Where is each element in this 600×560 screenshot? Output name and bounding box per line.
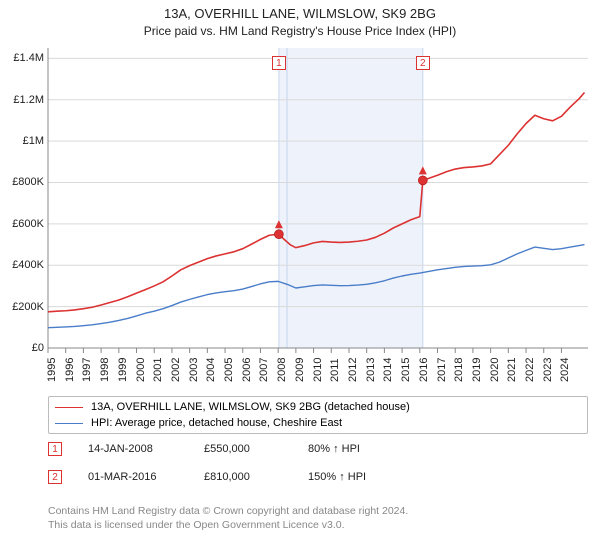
sale-hpi-delta: 150% ↑ HPI <box>308 471 366 483</box>
sale-hpi-delta: 80% ↑ HPI <box>308 443 360 455</box>
legend-row: HPI: Average price, detached house, Ches… <box>55 415 581 431</box>
x-tick-label: 2018 <box>449 358 465 382</box>
x-tick-label: 2014 <box>378 358 394 382</box>
x-tick-label: 2009 <box>290 358 306 382</box>
x-tick-label: 1998 <box>95 358 111 382</box>
x-tick-label: 2001 <box>148 358 164 382</box>
x-tick-label: 1996 <box>60 358 76 382</box>
sale-row: 1 14-JAN-2008£550,00080% ↑ HPI <box>48 442 360 456</box>
x-tick-label: 2017 <box>432 358 448 382</box>
x-tick-label: 1999 <box>113 358 129 382</box>
x-tick-label: 2003 <box>184 358 200 382</box>
x-tick-label: 2019 <box>467 358 483 382</box>
x-tick-label: 2016 <box>414 358 430 382</box>
chart-title: 13A, OVERHILL LANE, WILMSLOW, SK9 2BG <box>0 6 600 21</box>
sale-price: £810,000 <box>204 471 308 483</box>
plot-svg <box>48 48 588 348</box>
legend-swatch <box>55 423 83 424</box>
x-tick-label: 2002 <box>166 358 182 382</box>
sale-price: £550,000 <box>204 443 308 455</box>
legend: 13A, OVERHILL LANE, WILMSLOW, SK9 2BG (d… <box>48 396 588 434</box>
sale-marker-badge: 2 <box>416 56 430 70</box>
x-tick-label: 1997 <box>77 358 93 382</box>
y-tick-label: £800K <box>12 176 48 188</box>
legend-swatch <box>55 407 83 408</box>
chart-subtitle: Price paid vs. HM Land Registry's House … <box>0 24 600 38</box>
y-tick-label: £1.2M <box>13 94 48 106</box>
sale-date: 01-MAR-2016 <box>88 471 204 483</box>
x-tick-label: 2024 <box>555 358 571 382</box>
plot-area: £0£200K£400K£600K£800K£1M£1.2M£1.4M19951… <box>48 48 588 348</box>
legend-label: HPI: Average price, detached house, Ches… <box>91 417 342 429</box>
footer-line-2: This data is licensed under the Open Gov… <box>48 518 408 532</box>
y-tick-label: £0 <box>32 342 48 354</box>
y-tick-label: £200K <box>12 301 48 313</box>
x-tick-label: 2000 <box>131 358 147 382</box>
sale-badge: 1 <box>48 442 62 456</box>
y-tick-label: £1.4M <box>13 52 48 64</box>
sale-badge: 2 <box>48 470 62 484</box>
y-tick-label: £600K <box>12 218 48 230</box>
legend-row: 13A, OVERHILL LANE, WILMSLOW, SK9 2BG (d… <box>55 399 581 415</box>
x-tick-label: 2012 <box>343 358 359 382</box>
x-tick-label: 2007 <box>254 358 270 382</box>
x-tick-label: 1995 <box>42 358 58 382</box>
x-tick-label: 2011 <box>325 358 341 382</box>
x-tick-label: 2022 <box>520 358 536 382</box>
x-tick-label: 2010 <box>308 358 324 382</box>
footer-line-1: Contains HM Land Registry data © Crown c… <box>48 504 408 518</box>
y-tick-label: £400K <box>12 259 48 271</box>
x-tick-label: 2023 <box>538 358 554 382</box>
legend-label: 13A, OVERHILL LANE, WILMSLOW, SK9 2BG (d… <box>91 401 410 413</box>
x-tick-label: 2013 <box>361 358 377 382</box>
y-tick-label: £1M <box>23 135 48 147</box>
x-tick-label: 2006 <box>237 358 253 382</box>
x-tick-label: 2021 <box>502 358 518 382</box>
footer-attribution: Contains HM Land Registry data © Crown c… <box>48 504 408 532</box>
sale-row: 2 01-MAR-2016£810,000150% ↑ HPI <box>48 470 366 484</box>
sale-date: 14-JAN-2008 <box>88 443 204 455</box>
x-tick-label: 2004 <box>201 358 217 382</box>
sale-marker-badge: 1 <box>272 56 286 70</box>
x-tick-label: 2005 <box>219 358 235 382</box>
x-tick-label: 2015 <box>396 358 412 382</box>
x-tick-label: 2008 <box>272 358 288 382</box>
x-tick-label: 2020 <box>485 358 501 382</box>
